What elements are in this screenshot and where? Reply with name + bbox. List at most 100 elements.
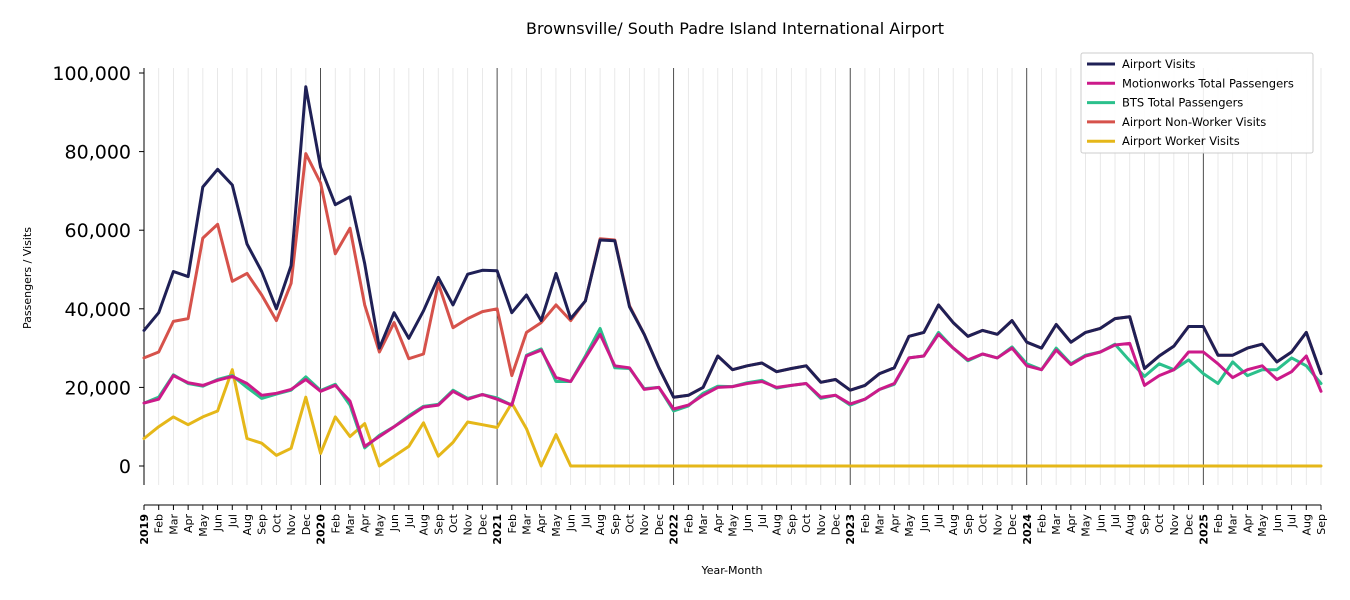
x-tick-label: Mar <box>1050 514 1063 535</box>
y-tick-label: 40,000 <box>65 299 131 321</box>
x-tick-label: Aug <box>594 514 607 535</box>
x-tick-label: May <box>373 514 386 537</box>
x-tick-label: Jun <box>741 514 754 532</box>
x-tick-label: Mar <box>874 514 887 535</box>
y-tick-label: 60,000 <box>65 220 131 242</box>
x-tick-label: 2025 <box>1197 514 1210 545</box>
x-tick-label: May <box>727 514 740 537</box>
chart-title: Brownsville/ South Padre Island Internat… <box>526 19 944 38</box>
x-tick-label: Dec <box>1006 514 1019 535</box>
x-tick-label: Feb <box>153 514 166 533</box>
y-tick-label: 0 <box>119 456 131 478</box>
x-tick-label: Sep <box>785 514 798 535</box>
x-tick-label: Oct <box>1153 513 1166 533</box>
x-tick-label: Feb <box>506 514 519 533</box>
x-tick-label: Nov <box>638 514 651 536</box>
series-line-motionworks-total-passengers <box>142 332 1323 448</box>
x-tick-label: Aug <box>241 514 254 535</box>
x-tick-label: Oct <box>800 513 813 533</box>
x-tick-label: 2020 <box>315 514 328 545</box>
x-tick-label: Jul <box>403 514 416 528</box>
x-tick-label: Nov <box>815 514 828 536</box>
x-tick-label: Apr <box>1065 514 1078 534</box>
x-tick-label: Mar <box>521 514 534 535</box>
x-tick-label: Jun <box>388 514 401 532</box>
x-tick-label: Jun <box>565 514 578 532</box>
x-tick-label: Aug <box>1300 514 1313 535</box>
x-tick-label: May <box>197 514 210 537</box>
x-tick-label: Feb <box>859 514 872 533</box>
x-tick-label: Jun <box>918 514 931 532</box>
x-tick-label: Jul <box>932 514 945 528</box>
x-tick-label: Aug <box>418 514 431 535</box>
x-tick-label: Oct <box>447 513 460 533</box>
x-tick-label: Oct <box>624 513 637 533</box>
x-tick-label: Apr <box>712 514 725 534</box>
x-tick-label: Feb <box>682 514 695 533</box>
x-tick-label: 2019 <box>138 514 151 545</box>
legend-label: Airport Visits <box>1122 57 1196 71</box>
x-tick-label: Aug <box>771 514 784 535</box>
x-tick-label: May <box>1256 514 1269 537</box>
legend-label: Airport Worker Visits <box>1122 134 1240 148</box>
x-tick-label: Feb <box>1212 514 1225 533</box>
legend-label: BTS Total Passengers <box>1122 96 1243 110</box>
x-tick-label: Jun <box>1271 514 1284 532</box>
x-tick-label: Mar <box>1227 514 1240 535</box>
x-tick-label: Jul <box>1286 514 1299 528</box>
x-tick-label: Apr <box>359 514 372 534</box>
legend-box <box>1080 52 1314 154</box>
x-tick-label: Mar <box>697 514 710 535</box>
x-tick-label: Mar <box>167 514 180 535</box>
x-tick-label: 2024 <box>1021 514 1034 545</box>
legend: Airport Visits Motionworks Total Passenge… <box>1080 52 1314 154</box>
x-tick-label: Jun <box>1094 514 1107 532</box>
x-tick-label: Dec <box>829 514 842 535</box>
x-tick-label: 2021 <box>491 514 504 545</box>
series-line-airport-worker-visits <box>142 368 1323 468</box>
x-tick-label: Nov <box>1168 514 1181 536</box>
x-tick-label: May <box>903 514 916 537</box>
x-tick-label: Sep <box>1315 514 1328 535</box>
x-tick-label: Jul <box>1109 514 1122 528</box>
y-tick-label: 20,000 <box>65 377 131 399</box>
x-tick-label: Nov <box>991 514 1004 536</box>
series-layer <box>142 85 1323 468</box>
x-tick-label: May <box>550 514 563 537</box>
x-tick-label: Feb <box>1035 514 1048 533</box>
x-tick-label: Oct <box>977 513 990 533</box>
x-tick-label: Sep <box>962 514 975 535</box>
x-tick-label: Sep <box>1138 514 1151 535</box>
x-tick-label: 2023 <box>844 514 857 545</box>
x-tick-label: Jun <box>212 514 225 532</box>
x-tick-label: Nov <box>285 514 298 536</box>
x-tick-label: Dec <box>300 514 313 535</box>
x-axis-label: Year-Month <box>700 564 762 577</box>
x-tick-label: Dec <box>1183 514 1196 535</box>
x-tick-label: Apr <box>535 514 548 534</box>
x-tick-label: May <box>1080 514 1093 537</box>
x-tick-label: Sep <box>256 514 269 535</box>
x-tick-label: Oct <box>270 513 283 533</box>
x-tick-label: Sep <box>609 514 622 535</box>
legend-label: Motionworks Total Passengers <box>1122 76 1294 90</box>
x-tick-label: Aug <box>1124 514 1137 535</box>
series-line-airport-visits <box>142 85 1323 399</box>
x-tick-label: Apr <box>182 514 195 534</box>
x-tick-label: 2022 <box>668 514 681 545</box>
x-tick-label: Jul <box>226 514 239 528</box>
x-tick-label: Dec <box>653 514 666 535</box>
legend-label: Airport Non-Worker Visits <box>1122 115 1266 129</box>
x-tick-label: Apr <box>1241 514 1254 534</box>
x-tick-label: Aug <box>947 514 960 535</box>
x-tick-label: Mar <box>344 514 357 535</box>
x-tick-label: Nov <box>462 514 475 536</box>
x-tick-label: Jul <box>579 514 592 528</box>
x-tick-label: Apr <box>888 514 901 534</box>
y-tick-label: 100,000 <box>52 63 131 85</box>
x-tick-label: Sep <box>432 514 445 535</box>
y-tick-label: 80,000 <box>65 142 131 164</box>
x-tick-label: Jul <box>756 514 769 528</box>
x-tick-label: Dec <box>476 514 489 535</box>
